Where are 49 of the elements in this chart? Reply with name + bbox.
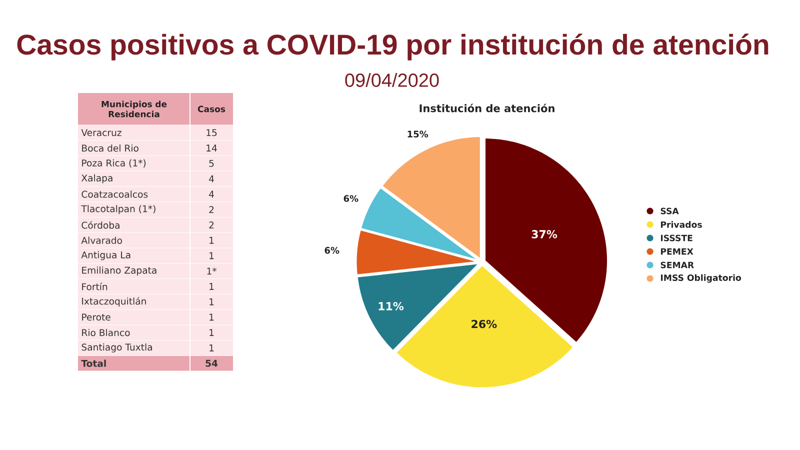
data-label: 4 — [209, 190, 214, 198]
data-label: 6% — [324, 246, 340, 254]
data-label: 4 — [209, 175, 214, 182]
data-label: 14 — [206, 144, 217, 152]
legend-label: IMSS Obligatorio — [660, 274, 742, 283]
category-label: Boca del Rio — [82, 144, 138, 152]
text: Municipios de Residencia — [102, 100, 167, 118]
data-label: 11% — [378, 302, 404, 310]
data-label: 1 — [210, 298, 214, 306]
data-label: 15 — [206, 129, 217, 136]
chart-title: Institución de atención — [420, 104, 554, 112]
category-label: Córdoba — [82, 221, 120, 229]
data-label: 1 — [210, 236, 214, 244]
data-label: 1 — [210, 329, 214, 336]
legend-label: Privados — [660, 221, 702, 228]
text: Casos positivos a COVID-19 por institución de atención — [17, 34, 768, 60]
data-label: 54 — [206, 360, 218, 367]
data-label: 5 — [209, 160, 214, 167]
category-label: Xalapa — [81, 174, 112, 184]
data-label: 15% — [408, 130, 428, 138]
text: 09/04/2020 — [345, 73, 439, 87]
category-label: Rio Blanco — [82, 328, 130, 336]
data-label: 37% — [532, 230, 558, 238]
category-label: Emiliano Zapata — [82, 266, 156, 276]
legend-label: SEMAR — [660, 262, 694, 268]
text: Casos — [198, 106, 226, 112]
category-label: Antigua La — [81, 251, 130, 260]
data-label: 1 — [210, 314, 214, 321]
category-label: Veracruz — [81, 129, 122, 136]
data-label: 2 — [209, 221, 214, 228]
category-label: Coatzacoalcos — [82, 190, 148, 198]
legend-label: ISSSTE — [660, 234, 692, 242]
category-label: Perote — [82, 314, 110, 321]
category-label: Tlacotalpan (1*) — [81, 205, 156, 214]
data-label: 1 — [210, 344, 214, 352]
category-label: Santiago Tuxtla — [82, 343, 152, 352]
data-label: 2 — [209, 206, 214, 214]
data-label: 1 — [210, 283, 214, 290]
category-label: Total — [81, 360, 106, 367]
category-label: Ixtaczoquitlán — [82, 297, 146, 306]
category-label: Fortín — [82, 282, 108, 290]
category-label: Alvarado — [81, 236, 122, 244]
category-label: Poza Rica (1*) — [82, 159, 146, 168]
legend-label: PEMEX — [660, 248, 694, 255]
data-label: 6% — [344, 195, 358, 202]
legend-label: SSA — [660, 208, 679, 214]
data-label: 1 — [210, 252, 214, 260]
data-label: 1* — [207, 268, 217, 275]
data-label: 26% — [472, 320, 497, 328]
